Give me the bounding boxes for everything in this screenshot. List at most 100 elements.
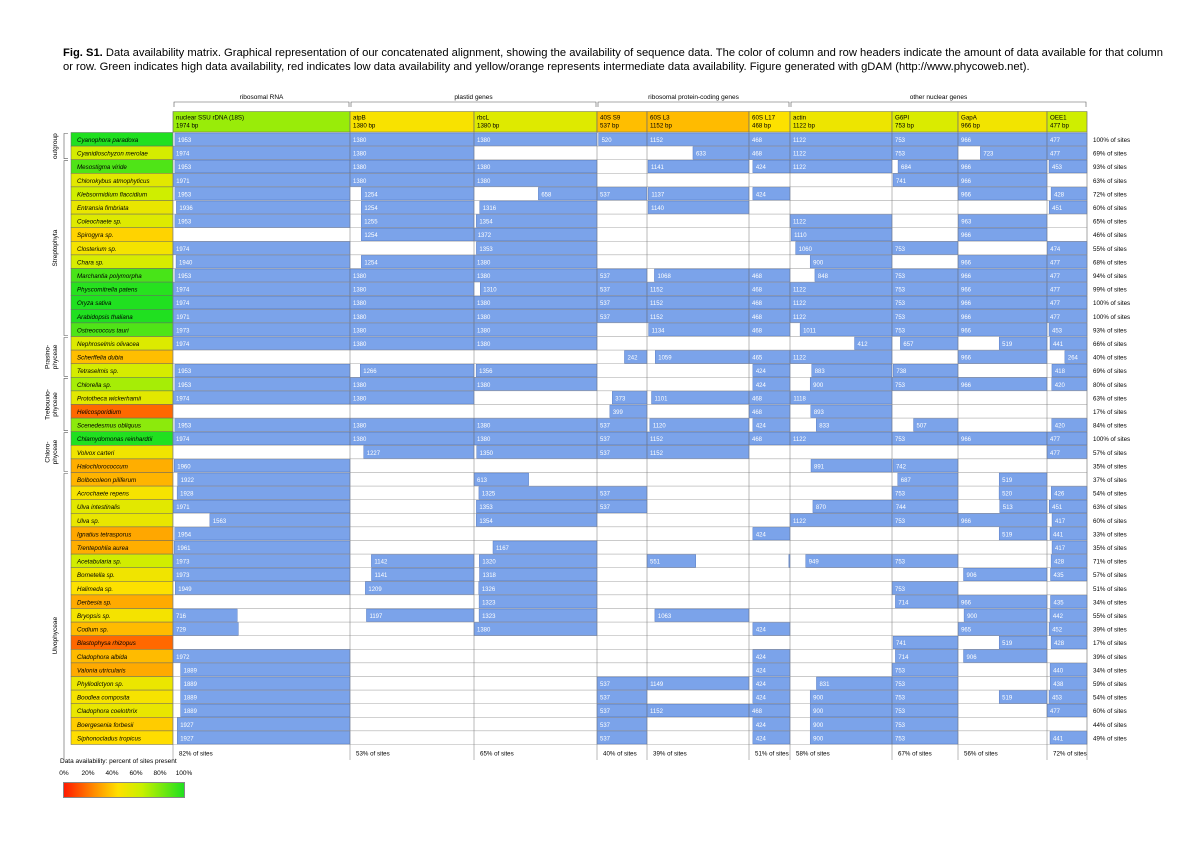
taxon-name: Ulva intestinalis (77, 504, 120, 511)
data-cell (366, 608, 475, 622)
cell-value: 1310 (483, 288, 497, 294)
data-cell (349, 336, 475, 350)
cell-value: 1974 (176, 301, 190, 307)
cell-value: 453 (1052, 165, 1063, 171)
cell-value: 465 (752, 356, 763, 362)
data-cell (957, 309, 1048, 323)
data-cell (957, 350, 1048, 364)
row-percent: 66% of sites (1093, 341, 1127, 348)
row-percent: 60% of sites (1093, 518, 1127, 525)
data-cell (476, 445, 598, 459)
cell-value: 966 (961, 288, 972, 294)
cell-value: 468 (752, 301, 763, 307)
cell-value: 1197 (369, 614, 383, 620)
taxon-name: Spirogyra sp. (77, 232, 113, 239)
cell-value: 537 (600, 682, 611, 688)
cell-value: 1974 (176, 288, 190, 294)
cell-value: 13 (792, 560, 799, 566)
gene-length: 1152 bp (650, 123, 672, 130)
taxon-name: Bolbocoleon piliferum (77, 477, 136, 484)
cell-value: 1940 (179, 260, 193, 266)
cell-value: 1380 (477, 179, 491, 185)
cell-value: 1380 (477, 315, 491, 321)
row-percent: 100% of sites (1093, 137, 1130, 144)
row-percent: 44% of sites (1093, 722, 1127, 729)
cell-value: 537 (600, 424, 611, 430)
taxon-name: Bryopsis sp. (77, 613, 111, 620)
cell-value: 1971 (176, 315, 190, 321)
taxon-name: Klebsormidium flaccidium (77, 191, 147, 198)
cell-value: 1372 (478, 233, 492, 239)
data-cell (173, 309, 351, 323)
cell-value: 417 (1055, 546, 1066, 552)
cell-value: 1380 (477, 342, 491, 348)
cell-value: 753 (895, 492, 906, 498)
row-percent: 54% of sites (1093, 491, 1127, 498)
taxon-name: Mesostigma viride (77, 164, 127, 171)
clade-label: outgroup (52, 133, 59, 159)
legend-tick: 60% (129, 770, 143, 777)
data-cell (473, 432, 598, 446)
data-cell (173, 500, 351, 514)
cell-value: 537 (600, 723, 611, 729)
data-cell (174, 268, 351, 282)
taxon-name: Scenedesmus obliquus (77, 423, 141, 430)
data-cell (473, 323, 598, 337)
taxon-name: Cladophora albida (77, 654, 128, 661)
column-percent: 39% of sites (653, 751, 687, 758)
data-cell (174, 187, 351, 201)
data-cell (473, 418, 598, 432)
cell-value: 424 (756, 723, 767, 729)
row-percent: 100% of sites (1093, 300, 1130, 307)
data-cell (360, 364, 475, 378)
data-cell (172, 323, 351, 337)
row-percent: 80% of sites (1093, 382, 1127, 389)
cell-value: 507 (917, 424, 928, 430)
gene-length: 537 bp (600, 123, 619, 130)
cell-value: 1011 (803, 328, 817, 334)
row-percent: 17% of sites (1093, 640, 1127, 647)
column-percent: 51% of sites (755, 751, 789, 758)
taxon-name: Phyllodictyon sp. (77, 681, 123, 688)
taxon-name: Helicosporidium (77, 409, 121, 416)
cell-value: 1134 (652, 328, 666, 334)
cell-value: 1563 (213, 519, 227, 525)
taxon-name: Boodlea composita (77, 695, 130, 702)
data-cell (175, 255, 351, 269)
data-cell (473, 132, 598, 146)
cell-value: 468 (752, 410, 763, 416)
clade-bracket (63, 432, 68, 472)
data-cell (172, 391, 351, 405)
cell-value: 753 (895, 560, 906, 566)
cell-value: 753 (895, 682, 906, 688)
cell-value: 753 (895, 696, 906, 702)
cell-value: 1254 (364, 233, 378, 239)
data-cell (479, 200, 598, 214)
clade-label: phyceae (52, 344, 59, 369)
data-cell (957, 159, 1048, 173)
cell-value: 1122 (793, 138, 807, 144)
group-label: plastid genes (454, 94, 493, 101)
taxon-name: Chlamydomonas reinhardtii (77, 436, 153, 443)
data-cell (361, 187, 475, 201)
cell-value: 451 (1052, 206, 1063, 212)
cell-value: 1380 (353, 288, 367, 294)
gene-name: 40S S9 (600, 115, 621, 122)
cell-value: 1326 (482, 587, 496, 593)
data-cell (175, 581, 351, 595)
cell-value: 1974 (176, 396, 190, 402)
cell-value: 477 (1050, 274, 1061, 280)
cell-value: 1320 (482, 560, 496, 566)
data-cell (474, 227, 598, 241)
cell-value: 1149 (650, 682, 664, 688)
cell-value: 1953 (178, 138, 192, 144)
cell-value: 520 (602, 138, 613, 144)
cell-value: 441 (1053, 736, 1064, 742)
gene-length: 1974 bp (176, 123, 199, 130)
cell-value: 1152 (650, 138, 664, 144)
cell-value: 966 (961, 519, 972, 525)
cell-value: 519 (1002, 696, 1013, 702)
cell-value: 1323 (482, 600, 496, 606)
clade-label: Prasino- (45, 345, 52, 369)
cell-value: 1972 (176, 655, 190, 661)
